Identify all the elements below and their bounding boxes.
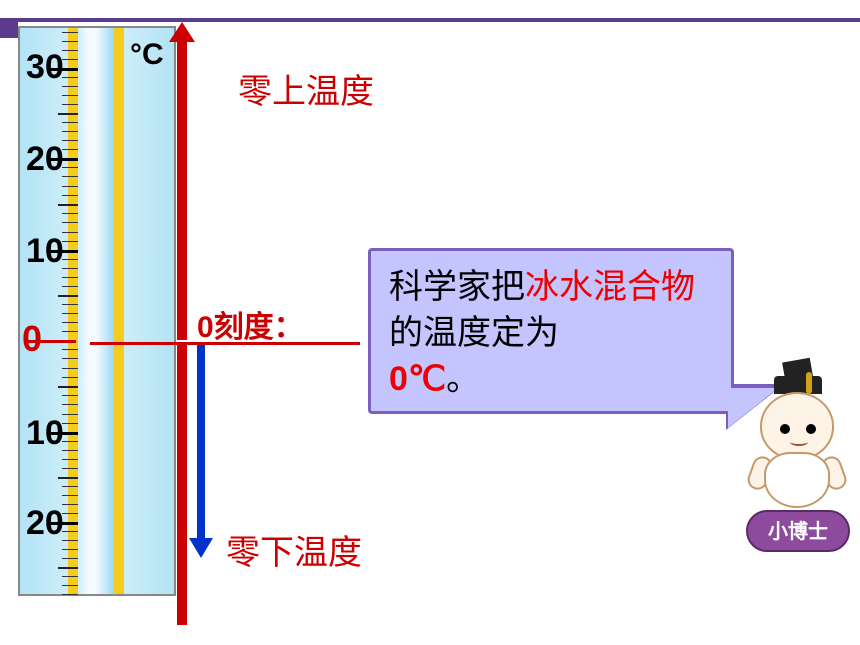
tick-minor [58, 295, 78, 297]
mascot: 小博士 [736, 370, 856, 560]
bubble-seg1: 科学家把 [389, 268, 525, 306]
mascot-head [760, 392, 834, 460]
tick-minor [62, 77, 78, 78]
tick-minor [62, 167, 78, 168]
bubble-seg3: 的温度定为 [389, 314, 559, 352]
mascot-body [764, 452, 830, 508]
mouth-icon [790, 438, 808, 446]
tick-minor [62, 404, 78, 405]
thermometer-tube [78, 28, 114, 594]
arrow-above-zero [177, 40, 187, 340]
tick-minor [62, 459, 78, 460]
tick [48, 158, 78, 161]
tick-minor [62, 468, 78, 469]
tick-minor [62, 32, 78, 33]
tick-minor [62, 122, 78, 123]
tick-minor [62, 131, 78, 132]
tick-minor [62, 558, 78, 559]
tick-minor [62, 495, 78, 496]
label-zero-scale: 0刻度： [197, 302, 304, 346]
header-corner [0, 18, 18, 38]
tick-minor [62, 504, 78, 505]
tick-minor [62, 395, 78, 396]
zero-bold: 0 [197, 311, 214, 344]
tube-border-right [114, 28, 124, 594]
zero-suffix: 刻度： [214, 311, 304, 344]
tick [48, 250, 78, 253]
tick-minor [62, 358, 78, 359]
tick-minor [62, 549, 78, 550]
tick-minor [62, 176, 78, 177]
tick-minor [62, 531, 78, 532]
bubble-seg4: 0℃ [389, 360, 446, 398]
tick-minor [62, 513, 78, 514]
tick-minor [62, 50, 78, 51]
label-above-zero: 零上温度 [238, 64, 374, 113]
tick-minor [62, 450, 78, 451]
tick-minor [62, 540, 78, 541]
tick-minor [58, 567, 78, 569]
tick-minor [62, 486, 78, 487]
tick [48, 522, 78, 525]
tick-minor [62, 222, 78, 223]
tick-minor [58, 477, 78, 479]
tick-minor [62, 213, 78, 214]
tick-minor [58, 386, 78, 388]
red-below-line [177, 345, 187, 625]
bubble-seg5: 。 [446, 360, 480, 398]
header-rule [0, 18, 860, 22]
tick-minor [62, 104, 78, 105]
tick-minor [62, 140, 78, 141]
tick-minor [62, 186, 78, 187]
tick-minor [62, 423, 78, 424]
tick-minor [62, 331, 78, 332]
bubble-seg2: 冰水混合物 [525, 268, 695, 306]
scale-0: 0 [22, 318, 42, 360]
tick-minor [62, 349, 78, 350]
tick-minor [62, 377, 78, 378]
tick-minor [62, 59, 78, 60]
tick-minor [58, 204, 78, 206]
tick-minor [62, 241, 78, 242]
tick-minor [62, 322, 78, 323]
tick [48, 432, 78, 435]
tick-minor [62, 95, 78, 96]
eye-icon [780, 424, 790, 434]
tick-minor [62, 585, 78, 586]
tick-minor [62, 576, 78, 577]
tick-minor [62, 277, 78, 278]
tick-minor [62, 86, 78, 87]
tick [48, 68, 78, 71]
arrow-below-zero [197, 345, 205, 540]
tick-minor [62, 304, 78, 305]
zero-tick [24, 340, 76, 343]
tick-minor [62, 313, 78, 314]
tick-minor [62, 41, 78, 42]
tick-minor [58, 113, 78, 115]
unit-label: °C [130, 38, 164, 72]
tick-minor [62, 414, 78, 415]
tick-minor [62, 286, 78, 287]
mascot-badge: 小博士 [746, 510, 850, 552]
tick-minor [62, 441, 78, 442]
tassel-icon [806, 372, 812, 394]
tick-minor [62, 195, 78, 196]
speech-bubble: 科学家把冰水混合物的温度定为 0℃。 [368, 248, 734, 414]
thermometer: °C 30 20 10 0 10 20 [18, 26, 176, 596]
tick-minor [62, 232, 78, 233]
tick-minor [62, 268, 78, 269]
tick-minor [62, 149, 78, 150]
label-below-zero: 零下温度 [226, 525, 362, 574]
eye-icon [806, 424, 816, 434]
tick-minor [62, 259, 78, 260]
tick-minor [62, 368, 78, 369]
tick-minor [62, 594, 78, 595]
